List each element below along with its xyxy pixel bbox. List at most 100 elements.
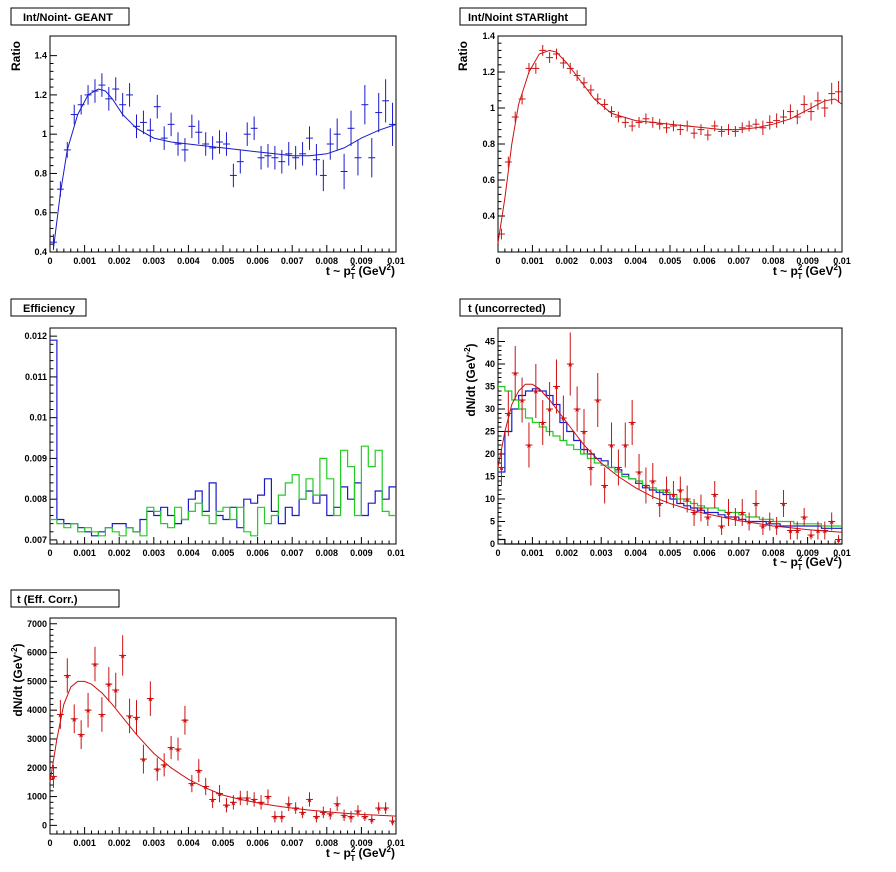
star-marker: ★ (237, 794, 244, 803)
data-point (835, 81, 842, 103)
data-point (731, 126, 739, 137)
chart-title: t (Eff. Corr.) (17, 594, 78, 606)
y-tick-label: 35 (485, 382, 495, 392)
x-tick-label: 0 (47, 256, 52, 266)
star-marker: ★ (98, 710, 105, 719)
y-tick-label: 3000 (27, 734, 47, 744)
y-axis-label-close: ) (11, 643, 25, 647)
x-tick-label: 0.003 (590, 256, 613, 266)
data-point: ★ (306, 792, 313, 807)
histogram-blue (50, 339, 396, 537)
x-tick-label: 0.01 (387, 548, 405, 558)
star-marker: ★ (285, 800, 292, 809)
star-marker: ★ (299, 808, 306, 817)
data-point (704, 129, 712, 141)
data-point: ★ (587, 449, 594, 486)
fit-curve (49, 680, 397, 817)
data-marks: ★★★★★★★★★★★★★★★★★★★★★★★★★★★★★★★★★★★★★★★★… (497, 332, 842, 545)
star-marker: ★ (389, 817, 396, 826)
x-tick-label: 0.006 (246, 548, 269, 558)
data-point: ★ (154, 757, 161, 781)
data-point: ★ (690, 499, 698, 526)
data-point: ★ (181, 705, 189, 735)
y-axis-label: Ratio (456, 41, 470, 71)
title-box (10, 589, 120, 608)
data-point (202, 132, 210, 156)
axes-ticks: 0 0.001 0.002 0.003 0.004 0.005 0.006 0.007 0.00… (27, 619, 405, 848)
star-marker: ★ (512, 369, 519, 378)
star-marker: ★ (594, 396, 601, 405)
data-point (299, 142, 307, 166)
x-tick-label: 0.01 (833, 256, 851, 266)
x-axis-label-unit-sup: 2 (387, 263, 392, 272)
star-marker: ★ (84, 706, 91, 715)
star-marker: ★ (244, 794, 251, 803)
star-marker: ★ (794, 527, 801, 536)
star-marker: ★ (57, 710, 64, 719)
data-point: ★ (91, 646, 99, 682)
y-tick-label: 0.01 (29, 413, 47, 423)
data-point (670, 120, 677, 132)
x-axis-label-sup: 2 (798, 263, 803, 272)
y-axis-label: Ratio (9, 41, 23, 71)
data-point: ★ (622, 422, 629, 468)
data-point (511, 111, 519, 123)
x-axis-label: t ~ p2 T (GeV2) (326, 845, 395, 863)
star-marker: ★ (677, 486, 684, 495)
y-tick-label: 0.8 (34, 168, 47, 178)
data-point (229, 163, 237, 188)
data-point (800, 95, 808, 114)
x-tick-label: 0.006 (246, 838, 269, 848)
star-marker: ★ (223, 801, 230, 810)
x-tick-label: 0.007 (728, 548, 751, 558)
x-axis-label-sub: T (350, 272, 355, 281)
fit-curve (497, 49, 843, 244)
data-point (112, 77, 120, 101)
star-marker: ★ (140, 755, 147, 764)
y-tick-label: 5 (490, 517, 495, 527)
data-point (98, 73, 106, 97)
x-tick-label: 0.007 (281, 256, 304, 266)
x-axis-label-unit: (GeV (355, 264, 386, 278)
x-tick-label: 0.009 (796, 256, 819, 266)
data-point (656, 118, 664, 130)
data-point (70, 104, 78, 125)
star-marker: ★ (725, 509, 732, 518)
y-tick-label: 0 (42, 820, 47, 830)
data-point: ★ (299, 806, 306, 819)
data-point (209, 136, 217, 160)
axes-ticks: 0 0.001 0.002 0.003 0.004 0.005 0.006 0.007 0.00… (34, 51, 404, 266)
x-tick-label: 0.008 (762, 256, 785, 266)
star-marker: ★ (580, 428, 587, 437)
data-point: ★ (670, 481, 677, 508)
x-axis-label-unit-sup: 2 (387, 845, 392, 854)
data-point: ★ (512, 346, 519, 400)
data-point (697, 124, 705, 135)
x-tick-label: 0.003 (143, 838, 166, 848)
data-point: ★ (57, 700, 64, 729)
star-marker: ★ (787, 527, 794, 536)
data-point (119, 92, 127, 117)
star-marker: ★ (50, 772, 57, 781)
star-marker: ★ (133, 713, 140, 722)
data-point: ★ (71, 704, 78, 734)
x-tick-label: 0.007 (281, 838, 304, 848)
star-marker: ★ (801, 513, 808, 522)
data-point (368, 138, 376, 178)
star-marker: ★ (320, 808, 327, 817)
title-box (10, 7, 130, 26)
star-marker: ★ (546, 405, 553, 414)
data-point (621, 117, 629, 128)
x-tick-label: 0.002 (108, 256, 131, 266)
data-point: ★ (368, 815, 375, 825)
star-marker: ★ (828, 518, 835, 527)
data-point (628, 120, 636, 132)
y-tick-label: 1000 (27, 792, 47, 802)
star-marker: ★ (264, 793, 271, 802)
data-point: ★ (546, 382, 553, 436)
star-marker: ★ (505, 410, 512, 419)
y-tick-label: 0.011 (25, 372, 47, 382)
data-point: ★ (615, 449, 622, 486)
y-tick-label: 0.8 (482, 139, 495, 149)
star-marker: ★ (601, 482, 608, 491)
